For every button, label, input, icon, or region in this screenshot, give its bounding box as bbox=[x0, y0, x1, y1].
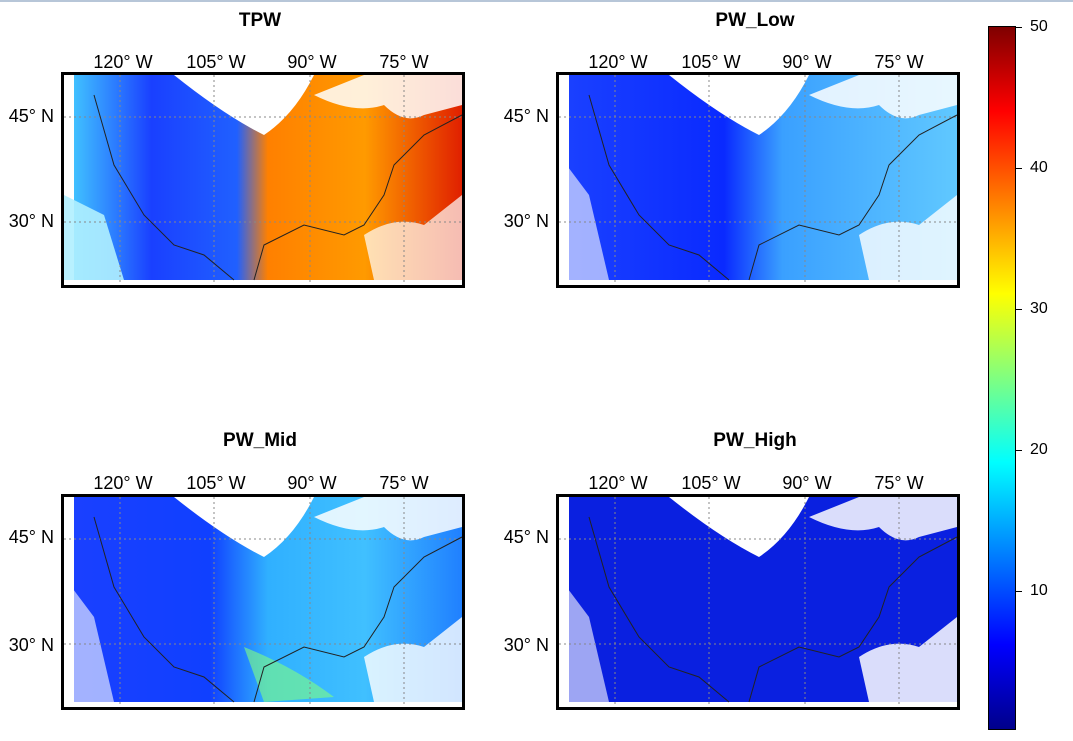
panel-title-tpw: TPW bbox=[238, 10, 282, 31]
panel-title-pw-mid: PW_Mid bbox=[223, 430, 297, 451]
map-pw-high-image bbox=[559, 497, 957, 707]
lon-label-120w: 120° W bbox=[588, 52, 648, 72]
colorbar-label-30: 30 bbox=[1030, 300, 1048, 317]
map-pw-low bbox=[556, 72, 960, 288]
map-pw-high bbox=[556, 494, 960, 710]
lat-label-30n: 30° N bbox=[503, 211, 549, 231]
lon-label-120w: 120° W bbox=[588, 473, 648, 493]
lat-label-45n: 45° N bbox=[503, 106, 549, 126]
colorbar-tick-mark bbox=[1016, 450, 1022, 451]
lon-label-120w: 120° W bbox=[93, 473, 153, 493]
top-border-line bbox=[0, 0, 1073, 2]
lon-label-90w: 90° W bbox=[287, 52, 337, 72]
colorbar-tick-mark bbox=[1016, 591, 1022, 592]
lon-label-75w: 75° W bbox=[379, 52, 429, 72]
map-pw-low-image bbox=[559, 75, 957, 285]
colorbar-tick-mark bbox=[1016, 27, 1022, 28]
lon-label-105w: 105° W bbox=[186, 473, 246, 493]
lat-label-45n: 45° N bbox=[503, 527, 549, 547]
panel-title-pw-high: PW_High bbox=[713, 430, 797, 451]
colorbar-label-20: 20 bbox=[1030, 441, 1048, 458]
lat-label-45n: 45° N bbox=[8, 527, 54, 547]
colorbar-label-40: 40 bbox=[1030, 159, 1048, 176]
lon-label-120w: 120° W bbox=[93, 52, 153, 72]
lat-label-30n: 30° N bbox=[503, 635, 549, 655]
lon-label-90w: 90° W bbox=[287, 473, 337, 493]
colorbar-label-50: 50 bbox=[1030, 18, 1048, 35]
colorbar-tick-mark bbox=[1016, 309, 1022, 310]
colorbar-label-10: 10 bbox=[1030, 582, 1048, 599]
map-tpw bbox=[61, 72, 465, 288]
lat-label-45n: 45° N bbox=[8, 106, 54, 126]
lat-label-30n: 30° N bbox=[8, 211, 54, 231]
panel-title-pw-low: PW_Low bbox=[715, 10, 795, 31]
lat-label-30n: 30° N bbox=[8, 635, 54, 655]
lon-label-105w: 105° W bbox=[681, 473, 741, 493]
map-pw-mid-image bbox=[64, 497, 462, 707]
lon-label-75w: 75° W bbox=[379, 473, 429, 493]
lon-label-75w: 75° W bbox=[874, 473, 924, 493]
colorbar-tick-mark bbox=[1016, 168, 1022, 169]
map-pw-mid bbox=[61, 494, 465, 710]
lon-label-90w: 90° W bbox=[782, 473, 832, 493]
map-tpw-image bbox=[64, 75, 462, 285]
lon-label-105w: 105° W bbox=[186, 52, 246, 72]
colorbar bbox=[988, 26, 1016, 730]
lon-label-90w: 90° W bbox=[782, 52, 832, 72]
lon-label-75w: 75° W bbox=[874, 52, 924, 72]
lon-label-105w: 105° W bbox=[681, 52, 741, 72]
